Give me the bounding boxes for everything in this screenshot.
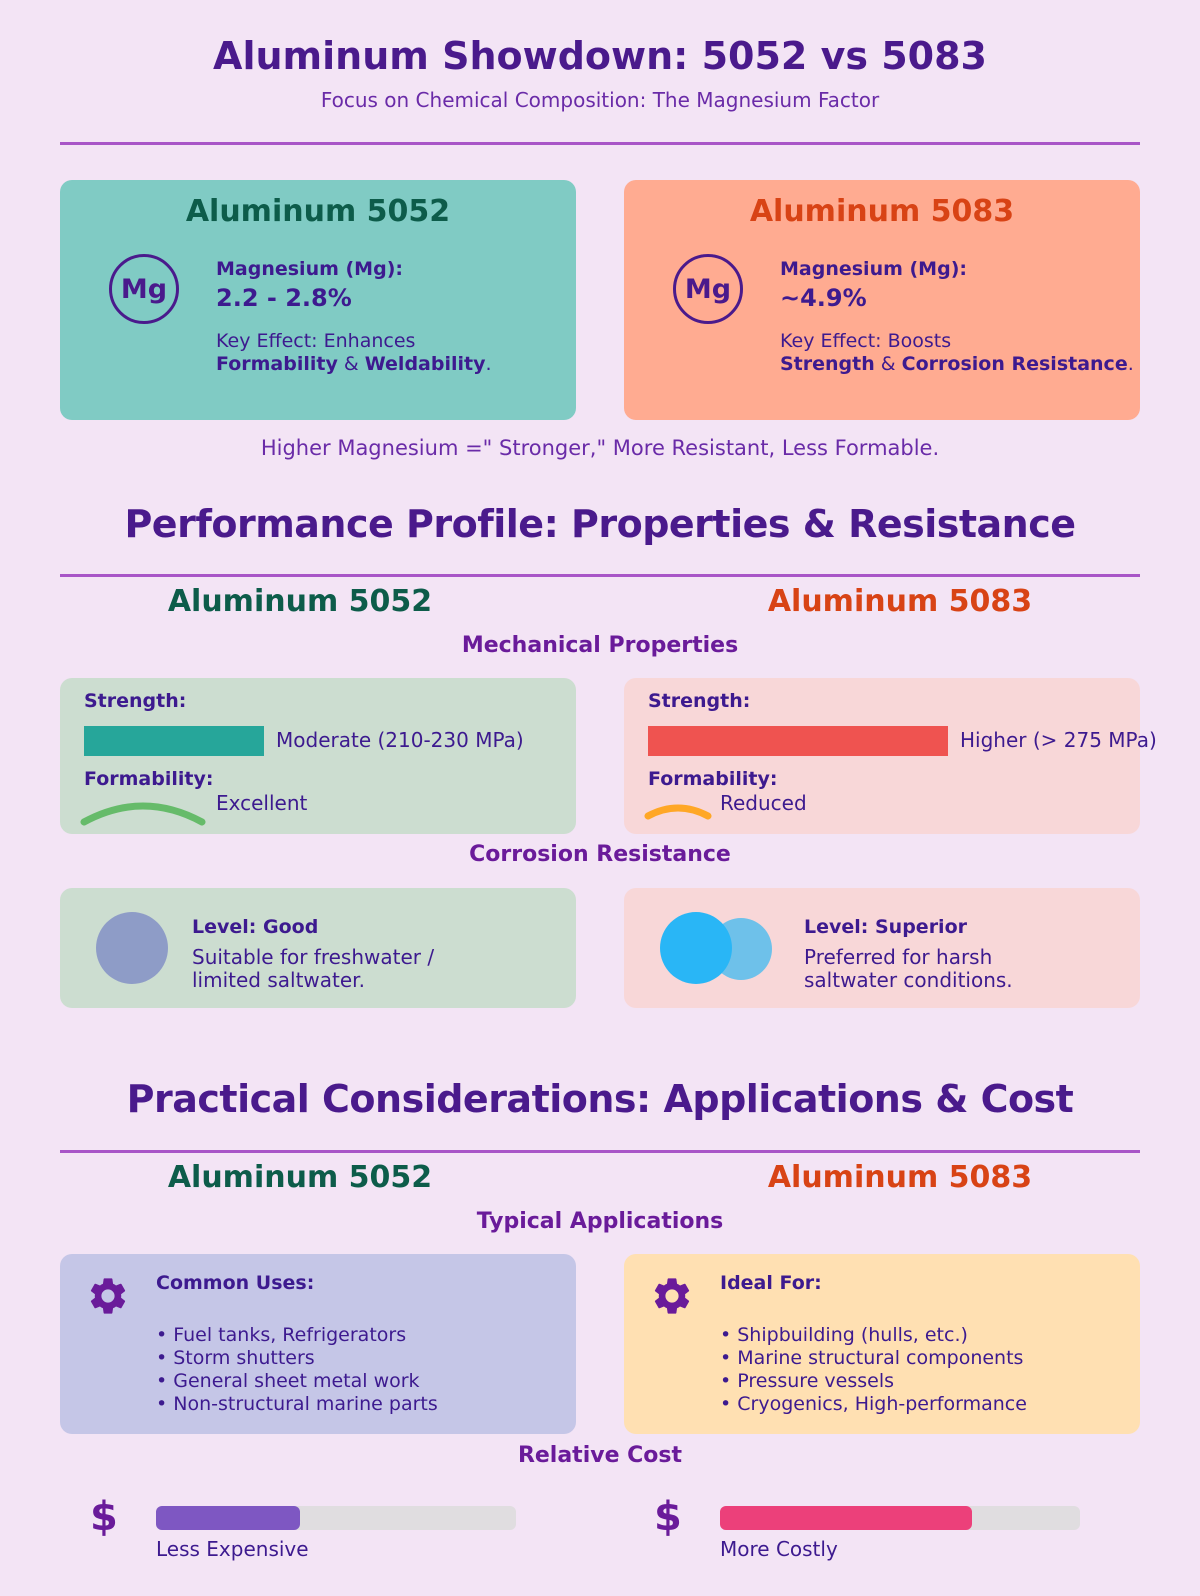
formability-value: Excellent	[216, 791, 308, 815]
page-subtitle: Focus on Chemical Composition: The Magne…	[320, 88, 880, 112]
column-heading-5083: Aluminum 5083	[767, 584, 1033, 619]
column-heading-5052: Aluminum 5052	[167, 1160, 433, 1195]
strength-value: Moderate (210-230 MPa)	[276, 728, 524, 752]
card-5052-applications: Common Uses: • Fuel tanks, Refrigerators…	[60, 1254, 576, 1434]
card-5083-composition: Aluminum 5083 Mg Magnesium (Mg): ~4.9% K…	[624, 180, 1140, 420]
divider	[60, 142, 1140, 145]
list-item: • Cryogenics, High-performance	[720, 1393, 1027, 1415]
applications-heading: Common Uses:	[156, 1272, 315, 1294]
formability-value: Reduced	[720, 791, 807, 815]
strength-bar	[84, 726, 264, 756]
formability-arc-icon	[80, 802, 206, 826]
key-effect-text: Key Effect: Enhances Formability & Welda…	[216, 330, 492, 375]
gear-icon	[90, 1278, 126, 1314]
dollar-icon: $	[654, 1494, 682, 1540]
applications-title: Typical Applications	[476, 1209, 724, 1234]
mg-value: ~4.9%	[780, 284, 867, 312]
cost-bar-track	[720, 1506, 1080, 1530]
list-item: • General sheet metal work	[156, 1370, 420, 1392]
key-effect-text: Key Effect: Boosts Strength & Corrosion …	[780, 330, 1134, 375]
card-title: Aluminum 5083	[749, 194, 1015, 229]
mg-element-icon: Mg	[109, 254, 179, 324]
cost-bar-fill	[720, 1506, 972, 1530]
cost-label: Less Expensive	[156, 1537, 309, 1561]
column-heading-5052: Aluminum 5052	[167, 584, 433, 619]
formability-label: Formability:	[84, 768, 214, 790]
cost-label: More Costly	[720, 1537, 838, 1561]
strength-label: Strength:	[84, 690, 187, 712]
card-5083-corrosion: Level: Superior Preferred for harsh saltw…	[624, 888, 1140, 1008]
strength-value: Higher (> 275 MPa)	[960, 728, 1157, 752]
corrosion-level: Level: Good	[192, 916, 319, 938]
mg-value: 2.2 - 2.8%	[216, 284, 352, 312]
column-heading-5083: Aluminum 5083	[767, 1160, 1033, 1195]
strength-bar	[648, 726, 948, 756]
magnesium-summary: Higher Magnesium =" Stronger," More Resi…	[260, 436, 940, 460]
list-item: • Shipbuilding (hulls, etc.)	[720, 1324, 968, 1346]
corrosion-description: Suitable for freshwater / limited saltwat…	[192, 945, 435, 992]
list-item: • Non-structural marine parts	[156, 1393, 438, 1415]
cost-bar-fill	[156, 1506, 300, 1530]
gear-icon	[654, 1278, 690, 1314]
card-5052-corrosion: Level: Good Suitable for freshwater / lim…	[60, 888, 576, 1008]
relative-cost-title: Relative Cost	[517, 1443, 683, 1468]
card-title: Aluminum 5052	[185, 194, 451, 229]
mg-label: Magnesium (Mg):	[216, 258, 403, 280]
mechanical-properties-title: Mechanical Properties	[461, 633, 739, 658]
card-5083-mechanical: Strength: Higher (> 275 MPa) Formability…	[624, 678, 1157, 834]
applications-list: • Shipbuilding (hulls, etc.) • Marine st…	[720, 1324, 1027, 1416]
mg-element-icon: Mg	[673, 254, 743, 324]
corrosion-resistance-title: Corrosion Resistance	[469, 842, 731, 867]
applications-list: • Fuel tanks, Refrigerators • Storm shut…	[156, 1324, 438, 1416]
mg-label: Magnesium (Mg):	[780, 258, 967, 280]
cost-bar-track	[156, 1506, 516, 1530]
list-item: • Storm shutters	[156, 1347, 315, 1369]
list-item: • Pressure vessels	[720, 1370, 895, 1392]
corrosion-good-icon	[96, 912, 168, 984]
list-item: • Marine structural components	[720, 1347, 1024, 1369]
section-title-performance: Performance Profile: Properties & Resist…	[124, 502, 1076, 546]
card-5052-composition: Aluminum 5052 Mg Magnesium (Mg): 2.2 - 2…	[60, 180, 576, 420]
divider	[60, 1150, 1140, 1153]
card-5083-applications: Ideal For: • Shipbuilding (hulls, etc.) …	[624, 1254, 1140, 1434]
applications-heading: Ideal For:	[720, 1272, 822, 1294]
corrosion-superior-icon	[660, 912, 732, 984]
list-item: • Fuel tanks, Refrigerators	[156, 1324, 407, 1346]
divider	[60, 574, 1140, 577]
formability-arc-icon	[644, 804, 712, 820]
formability-label: Formability:	[648, 768, 778, 790]
corrosion-level: Level: Superior	[804, 916, 967, 938]
strength-label: Strength:	[648, 690, 751, 712]
card-5052-mechanical: Strength: Moderate (210-230 MPa) Formabi…	[60, 678, 576, 834]
page-title: Aluminum Showdown: 5052 vs 5083	[213, 34, 987, 78]
corrosion-description: Preferred for harsh saltwater conditions.	[804, 945, 1013, 992]
section-title-practical: Practical Considerations: Applications &…	[126, 1077, 1074, 1121]
dollar-icon: $	[90, 1494, 118, 1540]
